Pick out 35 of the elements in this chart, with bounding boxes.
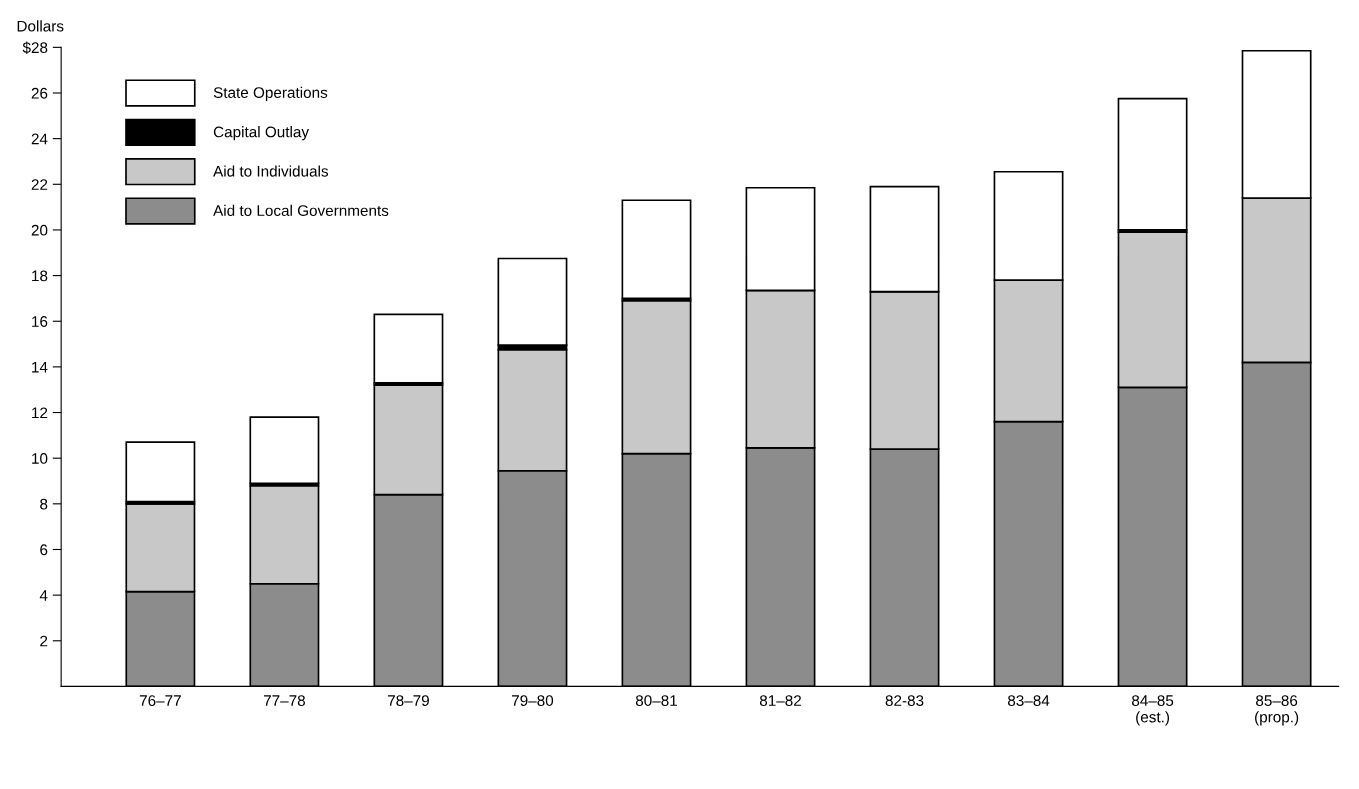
x-tick-label: 79–80 [511, 695, 554, 706]
legend-label: State Operations [213, 86, 328, 101]
bar [621, 199, 692, 300]
bar [497, 257, 568, 347]
y-tick-label: 6 [40, 544, 48, 556]
x-tick-label: 83–84 [1007, 695, 1050, 706]
x-tick-label: 85–86 (prop.) [1255, 695, 1299, 726]
y-tick-label: 8 [40, 498, 48, 510]
y-tick-label: 18 [32, 270, 48, 282]
y-tick-label: 12 [32, 407, 48, 419]
legend-label: Capital Outlay [213, 126, 310, 141]
y-tick-label: 14 [32, 361, 48, 373]
y-axis-title: Dollars [17, 20, 64, 32]
legend-label: Aid to Individuals [213, 165, 329, 177]
y-tick-label: 24 [31, 133, 48, 145]
x-tick-label: 80–81 [635, 695, 677, 706]
x-tick-label: 82-83 [885, 695, 924, 706]
y-tick-label: 4 [39, 590, 48, 601]
bar [125, 441, 196, 503]
x-tick-label: 84–85 (est.) [1132, 695, 1174, 726]
bar [373, 313, 444, 384]
y-tick-label: 10 [32, 453, 48, 464]
y-tick-label: 2 [40, 635, 48, 647]
bar [1117, 97, 1188, 231]
y-tick-label: 20 [31, 224, 48, 236]
legend-label: Aid to Local Governments [213, 204, 389, 216]
y-tick-label: 16 [32, 316, 48, 327]
y-tick-label: $28 [22, 41, 48, 54]
bar [249, 416, 320, 485]
x-tick-label: 81–82 [759, 695, 801, 706]
y-tick-label: 22 [31, 179, 48, 190]
x-tick-label: 77–78 [263, 695, 305, 706]
x-tick-label: 78–79 [387, 695, 429, 706]
y-tick-label: 26 [31, 87, 48, 99]
x-tick-label: 76–77 [139, 695, 181, 706]
